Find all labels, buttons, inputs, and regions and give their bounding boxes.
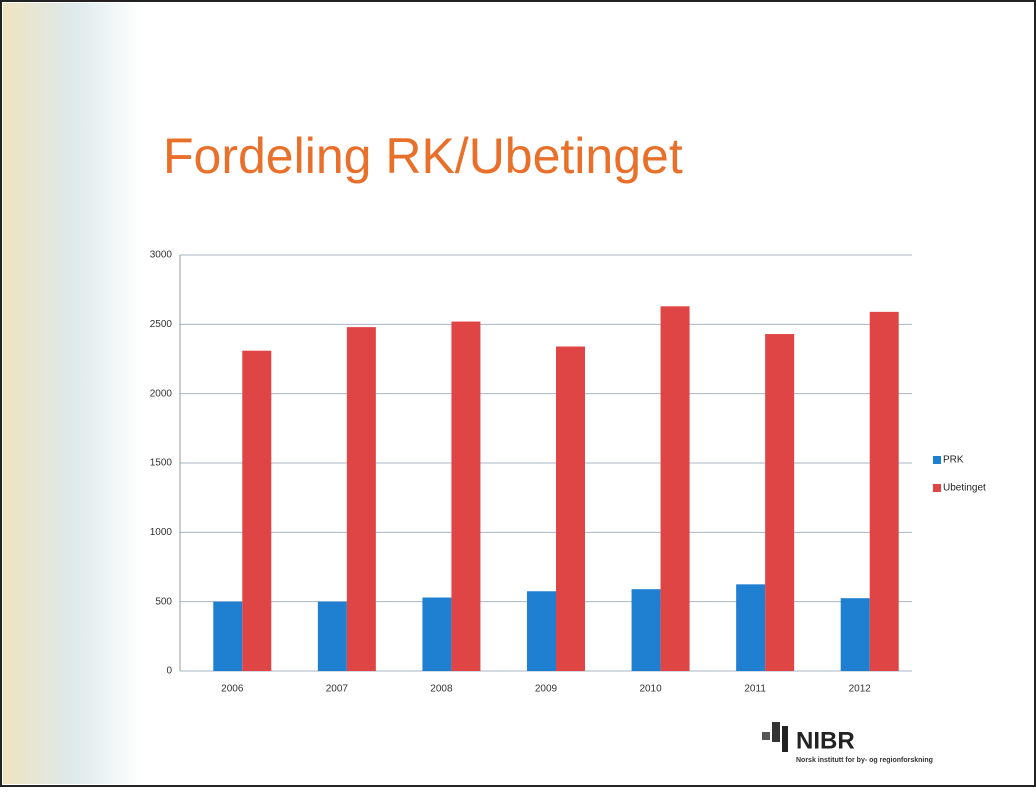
slide: Fordeling RK/Ubetinget NIBR Norsk instit… (0, 0, 1036, 787)
bar (841, 598, 870, 671)
legend-swatch (933, 456, 941, 464)
x-tick-label: 2012 (849, 684, 872, 695)
logo-icon (782, 726, 788, 752)
y-tick-label: 0 (166, 666, 172, 677)
legend-label: Ubetinget (943, 483, 986, 494)
bar (870, 312, 899, 671)
y-tick-label: 2000 (150, 388, 173, 399)
decorative-strip (3, 3, 143, 784)
y-tick-label: 2500 (150, 319, 173, 330)
chart-title: Fordeling RK/Ubetinget (163, 128, 683, 184)
x-tick-label: 2007 (326, 684, 349, 695)
bar (347, 327, 376, 671)
bar (661, 306, 690, 671)
x-tick-label: 2011 (744, 684, 766, 695)
legend-swatch (933, 484, 941, 492)
bar (213, 602, 242, 671)
x-tick-label: 2006 (221, 684, 244, 695)
logo-name: NIBR (796, 727, 855, 754)
bar (765, 334, 794, 671)
bar (736, 584, 765, 671)
bar (242, 351, 271, 671)
x-tick-label: 2010 (639, 684, 662, 695)
y-tick-label: 1000 (150, 527, 173, 538)
x-tick-label: 2008 (430, 684, 453, 695)
bar (556, 347, 585, 671)
logo-tagline: Norsk institutt for by- og regionforskni… (796, 757, 933, 764)
bar (422, 598, 451, 671)
y-tick-label: 1500 (150, 458, 173, 469)
bar (632, 589, 661, 671)
y-tick-label: 500 (155, 596, 172, 607)
logo-icon (762, 732, 770, 740)
x-tick-label: 2009 (535, 684, 558, 695)
logo-icon (772, 722, 780, 742)
bar (451, 322, 480, 671)
bar (527, 591, 556, 671)
y-tick-label: 3000 (150, 250, 173, 261)
bar (318, 602, 347, 671)
legend-label: PRK (943, 455, 964, 466)
